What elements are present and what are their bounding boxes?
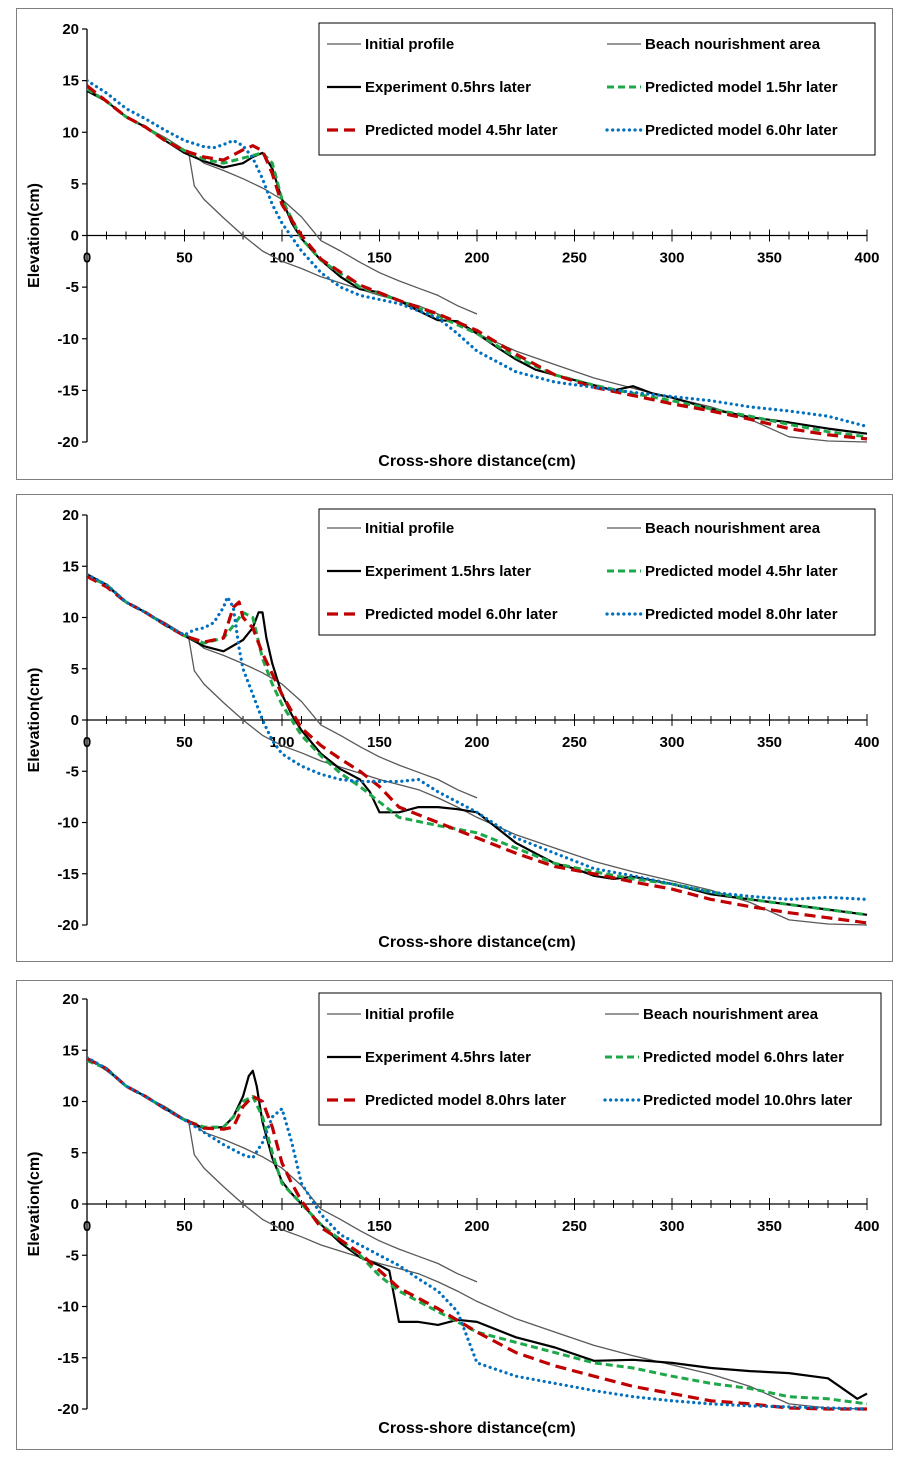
legend-label: Experiment 1.5hrs later [365,563,531,580]
x-tick-label: 100 [269,1218,294,1235]
y-tick-label: 10 [62,1094,79,1111]
x-tick-label: 0 [83,1218,91,1235]
x-tick-label: 400 [854,1218,879,1235]
series-line-2 [187,635,478,799]
legend-label: Initial profile [365,520,454,537]
x-tick-label: 250 [562,734,587,751]
x-tick-label: 50 [176,250,193,267]
legend-label: Beach nourishment area [645,36,821,53]
x-tick-label: 300 [659,1218,684,1235]
y-axis-title: Elevation(cm) [26,1152,43,1257]
x-axis-title: Cross-shore distance(cm) [378,934,575,951]
x-axis-title: Cross-shore distance(cm) [378,453,575,470]
legend-box [318,992,882,1126]
legend-label: Predicted model 8.0hr later [645,606,838,623]
y-tick-label: -5 [66,1247,79,1264]
x-tick-label: 250 [562,250,587,267]
series-line-6 [87,1055,869,1411]
y-tick-label: 0 [71,712,79,729]
x-tick-label: 200 [464,734,489,751]
y-tick-label: 5 [71,176,79,193]
legend-label: Predicted model 1.5hr later [645,79,838,96]
x-tick-label: 150 [367,734,392,751]
legend-label: Predicted model 4.5hr later [645,563,838,580]
y-tick-label: -20 [57,434,79,451]
legend-label: Experiment 4.5hrs later [365,1049,531,1066]
y-tick-label: -20 [57,917,79,934]
y-tick-label: -15 [57,382,79,399]
x-tick-label: 50 [176,734,193,751]
y-tick-label: 15 [62,1042,79,1059]
y-tick-label: 5 [71,1145,79,1162]
legend-label: Beach nourishment area [643,1006,819,1023]
x-tick-label: 50 [176,1218,193,1235]
chart-panel-3: 20 15 10 5 0 -5 -10 -15 -20 0 50 100 150 200 250 300 350… [16,980,893,1450]
y-tick-label: 20 [62,991,79,1008]
legend-label: Predicted model 6.0hr later [645,122,838,139]
legend-label: Predicted model 10.0hrs later [643,1092,852,1109]
x-tick-label: 350 [757,734,782,751]
y-tick-label: 20 [62,21,79,38]
x-tick-label: 150 [367,1218,392,1235]
y-tick-label: -15 [57,866,79,883]
series-line-4 [87,575,868,917]
legend-box [318,508,876,636]
x-tick-label: 200 [464,1218,489,1235]
y-tick-label: -10 [57,815,79,832]
legend-label: Initial profile [365,1006,454,1023]
legend-label: Initial profile [365,36,454,53]
x-tick-label: 150 [367,250,392,267]
legend-label: Beach nourishment area [645,520,821,537]
x-tick-label: 0 [83,250,91,267]
x-tick-label: 350 [757,250,782,267]
y-tick-label: -5 [66,279,79,296]
series-line-2 [187,1119,478,1283]
y-axis-title: Elevation(cm) [26,668,43,773]
x-tick-label: 400 [854,734,879,751]
y-tick-label: 10 [62,610,79,627]
x-tick-label: 300 [659,734,684,751]
x-tick-label: 0 [83,734,91,751]
series-line-3 [87,573,868,916]
x-tick-label: 200 [464,250,489,267]
y-tick-label: 10 [62,124,79,141]
y-tick-label: -15 [57,1350,79,1367]
chart-panel-2: 20 15 10 5 0 -5 -10 -15 -20 0 50 100 150 200 250 300 350… [16,494,893,962]
legend-label: Predicted model 6.0hrs later [643,1049,844,1066]
y-tick-label: 15 [62,558,79,575]
y-tick-label: -10 [57,331,79,348]
y-tick-label: -20 [57,1401,79,1418]
legend-label: Predicted model 4.5hr later [365,122,558,139]
x-tick-label: 300 [659,250,684,267]
chart-panel-1: 20 15 10 5 0 -5 -10 -15 -20 0 50 100 150 200 250 300 350… [16,8,893,480]
series-line-2 [187,150,478,315]
legend-box [318,22,876,156]
x-tick-label: 250 [562,1218,587,1235]
y-tick-label: 20 [62,507,79,524]
y-tick-label: 15 [62,73,79,90]
x-tick-label: 350 [757,1218,782,1235]
y-axis-title: Elevation(cm) [26,183,43,288]
legend-label: Experiment 0.5hrs later [365,79,531,96]
y-tick-label: 0 [71,1196,79,1213]
y-tick-label: -5 [66,763,79,780]
series-line-5 [87,84,868,441]
y-tick-label: 0 [71,228,79,245]
series-line-6 [87,79,869,429]
x-axis-title: Cross-shore distance(cm) [378,1420,575,1437]
y-tick-label: -10 [57,1299,79,1316]
legend-label: Predicted model 6.0hr later [365,606,558,623]
x-tick-label: 400 [854,250,879,267]
series-line-5 [87,575,868,925]
y-tick-label: 5 [71,661,79,678]
legend-label: Predicted model 8.0hrs later [365,1092,566,1109]
x-tick-label: 100 [269,250,294,267]
series-line-4 [87,1059,868,1406]
